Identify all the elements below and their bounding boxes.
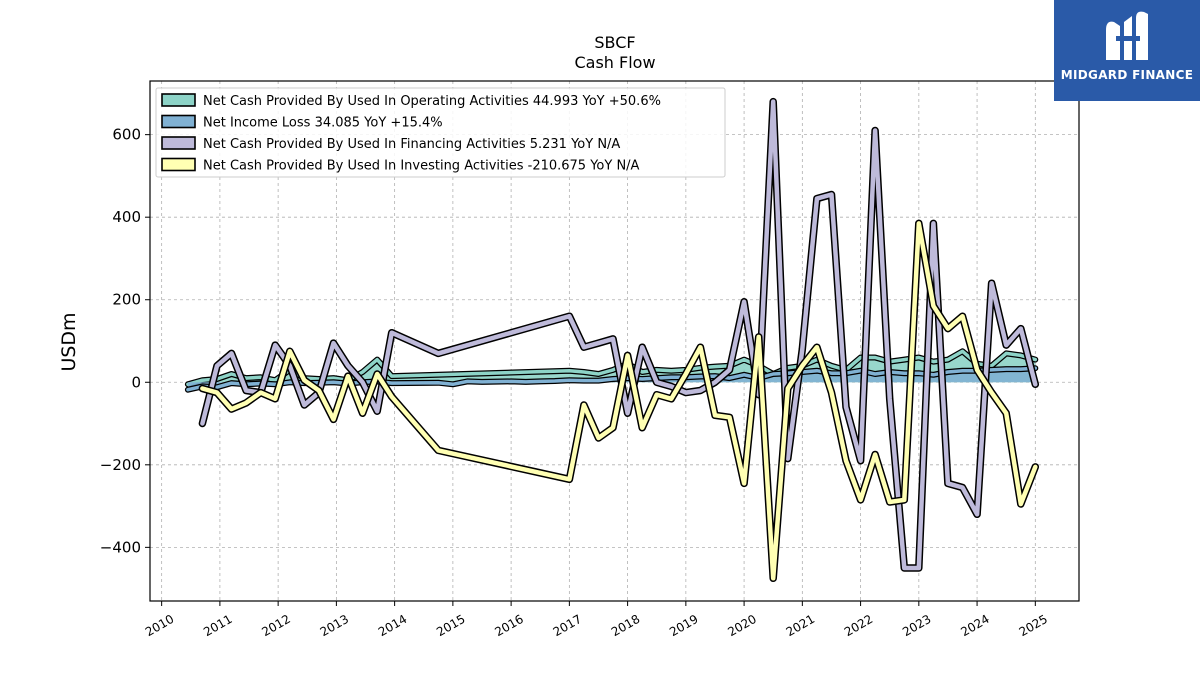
y-axis-label: USDm — [58, 312, 80, 371]
x-tick-label: 2020 — [725, 612, 758, 639]
legend: Net Cash Provided By Used In Operating A… — [155, 87, 726, 178]
y-tick-label: −200 — [100, 456, 141, 474]
plot-frame — [149, 80, 1080, 602]
y-axis: −400 −200 0 200 400 600 — [100, 126, 150, 556]
x-tick-label: 2023 — [900, 612, 933, 639]
x-axis: 2010 2011 2012 2013 2014 2015 2016 2017 2018 2019… — [143, 601, 1050, 639]
x-tick-label: 2012 — [259, 612, 292, 639]
x-tick-label: 2015 — [434, 612, 467, 639]
x-tick-label: 2019 — [667, 612, 700, 639]
series-layer — [184, 97, 1040, 583]
x-tick-label: 2025 — [1017, 612, 1050, 639]
x-tick-label: 2024 — [958, 612, 991, 639]
x-tick-label: 2011 — [201, 612, 234, 639]
x-tick-label: 2013 — [318, 612, 351, 639]
y-tick-label: 600 — [112, 126, 141, 144]
legend-swatch — [161, 114, 196, 129]
x-tick-label: 2022 — [842, 612, 875, 639]
series-4 — [198, 219, 1040, 583]
x-tick-label: 2016 — [492, 612, 525, 639]
x-tick-label: 2014 — [376, 612, 409, 639]
legend-entry: Net Cash Provided By Used In Investing A… — [203, 159, 640, 174]
legend-swatch — [161, 157, 196, 172]
series-line — [200, 221, 1038, 581]
x-tick-label: 2010 — [143, 612, 176, 639]
legend-swatch — [161, 136, 196, 150]
series-3 — [198, 97, 1040, 572]
brand-name: MIDGARD FINANCE — [1060, 68, 1194, 82]
y-tick-label: 200 — [112, 291, 141, 309]
legend-entry: Net Cash Provided By Used In Operating A… — [203, 94, 661, 109]
y-tick-label: 400 — [112, 208, 141, 226]
x-tick-label: 2021 — [784, 612, 817, 639]
legend-entry: Net Cash Provided By Used In Financing A… — [203, 137, 620, 152]
legend-swatch — [161, 93, 196, 107]
brand-logo: MIDGARD FINANCE — [1054, 0, 1200, 101]
x-tick-label: 2018 — [609, 612, 642, 639]
y-tick-label: 0 — [131, 373, 141, 391]
chart-subtitle: Cash Flow — [574, 53, 655, 72]
y-tick-label: −400 — [100, 538, 141, 556]
chart-title: SBCF — [594, 33, 635, 52]
x-tick-label: 2017 — [551, 612, 584, 639]
series-line — [200, 99, 1038, 571]
brand-mark-icon — [1106, 11, 1148, 61]
legend-box — [155, 87, 726, 178]
legend-entry: Net Income Loss 34.085 YoY +15.4% — [203, 116, 443, 131]
